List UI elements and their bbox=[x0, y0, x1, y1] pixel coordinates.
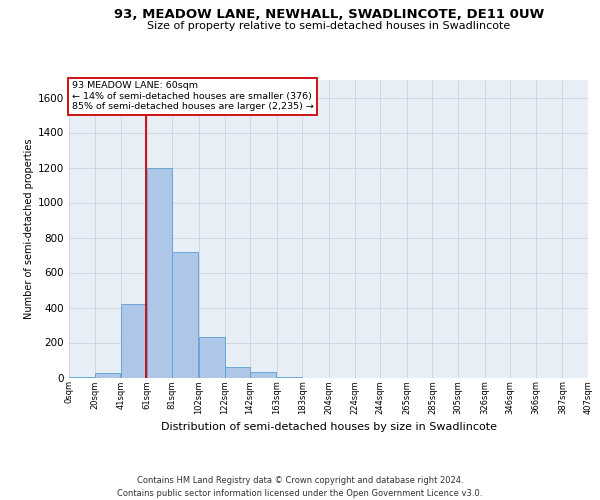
Bar bbox=[224, 367, 250, 378]
Bar bbox=[250, 372, 275, 378]
Text: Size of property relative to semi-detached houses in Swadlincote: Size of property relative to semi-detach… bbox=[147, 21, 511, 31]
Bar bbox=[172, 252, 198, 378]
Text: 93, MEADOW LANE, NEWHALL, SWADLINCOTE, DE11 0UW: 93, MEADOW LANE, NEWHALL, SWADLINCOTE, D… bbox=[113, 8, 544, 20]
Text: Contains HM Land Registry data © Crown copyright and database right 2024.: Contains HM Land Registry data © Crown c… bbox=[137, 476, 463, 485]
Text: 93 MEADOW LANE: 60sqm
← 14% of semi-detached houses are smaller (376)
85% of sem: 93 MEADOW LANE: 60sqm ← 14% of semi-deta… bbox=[71, 82, 313, 112]
Bar bbox=[69, 376, 95, 378]
Bar bbox=[199, 337, 224, 378]
Bar bbox=[277, 376, 302, 378]
Bar bbox=[147, 168, 172, 378]
Bar bbox=[95, 373, 120, 378]
Text: Distribution of semi-detached houses by size in Swadlincote: Distribution of semi-detached houses by … bbox=[161, 422, 497, 432]
Bar bbox=[121, 304, 147, 378]
Y-axis label: Number of semi-detached properties: Number of semi-detached properties bbox=[24, 138, 34, 319]
Text: Contains public sector information licensed under the Open Government Licence v3: Contains public sector information licen… bbox=[118, 489, 482, 498]
